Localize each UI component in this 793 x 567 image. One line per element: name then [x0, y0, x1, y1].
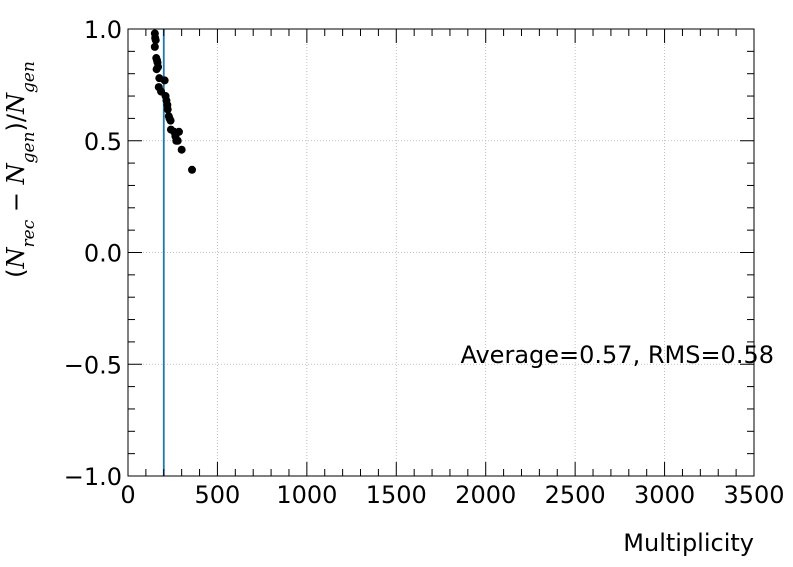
y-tick-label: −0.5 [64, 351, 122, 379]
data-point [150, 42, 159, 51]
x-tick-label: 500 [195, 481, 241, 509]
y-title-sub-gen-denominator: gen [19, 61, 39, 93]
y-title-sub-gen: gen [19, 131, 39, 163]
y-title-n-rec: N [2, 246, 30, 269]
data-point [151, 36, 160, 45]
x-tick-label: 0 [120, 481, 135, 509]
tick-marks [127, 28, 755, 477]
y-axis-title: (Nrec − Ngen)/Ngen [2, 61, 39, 278]
y-tick-labels: −1.0 −0.5 0.0 0.5 1.0 [64, 16, 122, 491]
x-tick-label: 1000 [276, 481, 337, 509]
y-tick-label: 0.0 [84, 240, 122, 268]
data-point [152, 65, 161, 74]
x-tick-label: 3500 [723, 481, 784, 509]
x-tick-label: 2000 [455, 481, 516, 509]
data-point [166, 116, 175, 125]
x-tick-label: 1500 [366, 481, 427, 509]
y-tick-label: 1.0 [84, 16, 122, 44]
data-points [150, 29, 197, 174]
x-axis-title: Multiplicity [623, 529, 754, 557]
data-point [163, 105, 172, 114]
data-point [188, 165, 197, 174]
data-point [160, 76, 169, 85]
y-title-lparen: ( [2, 268, 30, 277]
y-title-sub-rec: rec [19, 219, 39, 247]
y-tick-label: −1.0 [64, 463, 122, 491]
y-title-minus: − [2, 184, 30, 219]
y-title-n-gen: N [2, 162, 30, 185]
grid [128, 29, 754, 476]
stats-annotation: Average=0.57, RMS=0.58 [460, 341, 774, 369]
y-title-n-gen-denominator: N [2, 92, 30, 115]
data-point [173, 136, 182, 145]
x-tick-label: 2500 [545, 481, 606, 509]
y-tick-label: 0.5 [84, 128, 122, 156]
x-tick-labels: 0 500 1000 1500 2000 2500 3000 3500 [120, 481, 784, 509]
y-title-rparen-slash: )/ [2, 113, 30, 131]
x-tick-label: 3000 [634, 481, 695, 509]
data-point [177, 145, 186, 154]
